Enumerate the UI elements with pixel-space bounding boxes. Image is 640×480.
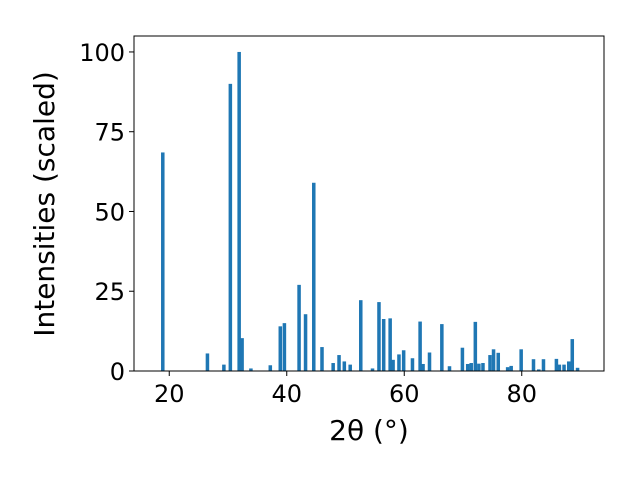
bar bbox=[566, 361, 571, 371]
x-tick-label: 40 bbox=[271, 380, 302, 408]
bar bbox=[320, 347, 324, 371]
bar bbox=[377, 302, 381, 371]
bar bbox=[391, 359, 395, 371]
bar bbox=[465, 363, 470, 371]
bar bbox=[496, 352, 501, 371]
bar bbox=[460, 347, 465, 371]
bar bbox=[337, 355, 341, 371]
x-axis-ticks: 20 40 60 80 bbox=[154, 371, 537, 408]
bar bbox=[401, 350, 406, 371]
y-axis-ticks: 0 25 50 75 100 bbox=[79, 39, 134, 386]
bar bbox=[541, 359, 546, 371]
bar bbox=[557, 364, 562, 371]
bar bbox=[161, 152, 165, 371]
bar bbox=[240, 338, 244, 371]
bar bbox=[491, 349, 496, 371]
y-tick-label: 25 bbox=[94, 278, 125, 306]
bar bbox=[570, 339, 575, 371]
bar bbox=[519, 349, 523, 371]
bar bbox=[249, 368, 253, 371]
bar bbox=[473, 321, 478, 371]
bar bbox=[297, 284, 301, 371]
bar bbox=[575, 367, 580, 371]
bar bbox=[440, 324, 444, 371]
x-tick-label: 80 bbox=[506, 380, 537, 408]
bar bbox=[381, 319, 386, 371]
bar bbox=[348, 364, 352, 371]
bar bbox=[410, 358, 415, 371]
bar bbox=[312, 182, 316, 371]
bar bbox=[418, 321, 422, 371]
x-tick-label: 60 bbox=[389, 380, 420, 408]
plot-frame bbox=[133, 35, 605, 372]
bar bbox=[388, 318, 392, 371]
bar bbox=[488, 355, 492, 371]
bar bbox=[469, 363, 473, 371]
y-tick-label: 50 bbox=[94, 198, 125, 226]
bar bbox=[228, 83, 233, 372]
bar bbox=[477, 363, 481, 371]
bar bbox=[421, 363, 425, 371]
bar bbox=[237, 51, 241, 371]
bar bbox=[509, 365, 513, 371]
bar bbox=[531, 359, 536, 371]
y-axis-label: Intensities (scaled) bbox=[28, 71, 61, 337]
y-tick-label: 75 bbox=[94, 119, 125, 147]
bar bbox=[505, 367, 510, 371]
bar bbox=[303, 314, 308, 371]
bar bbox=[278, 326, 283, 371]
bar bbox=[222, 364, 226, 371]
bar bbox=[342, 361, 347, 371]
y-tick-label: 0 bbox=[110, 358, 125, 386]
bar bbox=[370, 368, 375, 371]
bar bbox=[282, 323, 287, 371]
bar bbox=[537, 369, 541, 371]
y-tick-label: 100 bbox=[79, 39, 125, 67]
bar bbox=[447, 366, 452, 371]
x-axis-label: 2θ (°) bbox=[329, 414, 409, 447]
bar bbox=[397, 354, 401, 371]
bar bbox=[268, 365, 273, 371]
bar-series bbox=[161, 51, 580, 372]
bar bbox=[481, 363, 485, 371]
x-tick-label: 20 bbox=[154, 380, 185, 408]
bar bbox=[562, 364, 566, 371]
bar bbox=[359, 300, 363, 371]
bar bbox=[205, 353, 210, 371]
bar bbox=[331, 363, 335, 371]
bar bbox=[554, 358, 559, 371]
bar bbox=[427, 352, 432, 371]
